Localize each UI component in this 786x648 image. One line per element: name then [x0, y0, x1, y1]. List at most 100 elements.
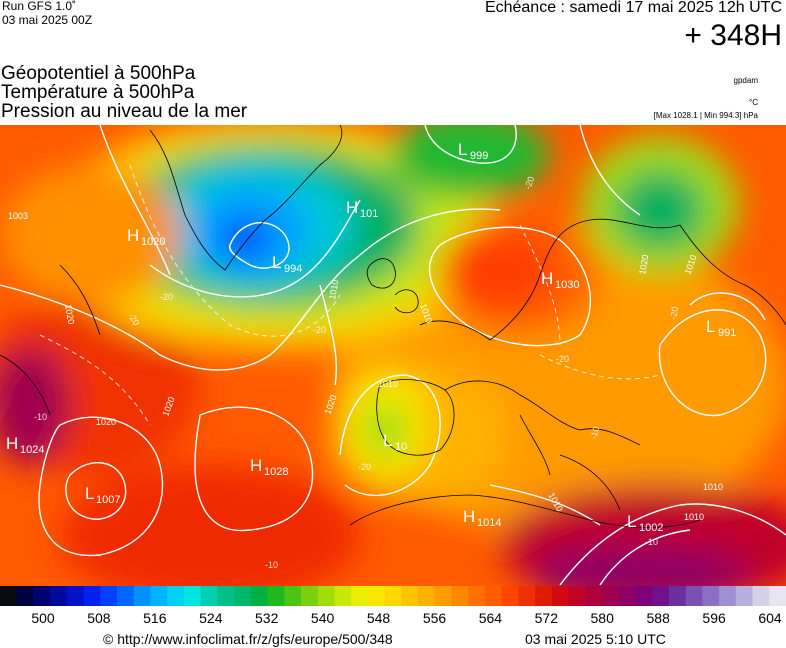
- isobar: [194, 406, 314, 532]
- isobar: [579, 125, 641, 216]
- isobar-label: 1003: [8, 211, 28, 221]
- color-scale-swatch: [284, 586, 302, 606]
- coastline: [59, 264, 101, 336]
- temperature-label: -10: [34, 412, 47, 422]
- svg-text:1014: 1014: [477, 517, 501, 529]
- isobar-label: 1010: [703, 482, 723, 492]
- color-scale-swatch: [351, 586, 369, 606]
- color-scale-swatch: [0, 586, 18, 606]
- color-scale-swatch: [16, 586, 35, 606]
- parameter-geopotential: Géopotentiel à 500hPa: [1, 63, 196, 84]
- unit-geopotential: gpdam: [733, 76, 758, 85]
- isobar: [339, 374, 441, 497]
- svg-text:L: L: [706, 317, 715, 336]
- coastline: [394, 289, 419, 314]
- svg-text:H: H: [6, 434, 18, 453]
- temperature-label: -10: [588, 425, 601, 440]
- pressure-center-high-1024: H 1024: [6, 434, 44, 456]
- run-label: Run GFS 1.0˚: [2, 0, 77, 13]
- svg-text:L: L: [627, 512, 636, 531]
- svg-text:L: L: [458, 140, 467, 159]
- color-scale-swatch: [100, 586, 118, 606]
- color-scale-tick-label: 564: [478, 610, 503, 626]
- pressure-center-low-1007: L 1007: [85, 484, 120, 506]
- pressure-center-high-1028: H 1028: [250, 456, 288, 478]
- color-scale-swatch: [200, 586, 218, 606]
- isobar-label: 1020: [63, 304, 76, 325]
- color-scale: [0, 586, 786, 606]
- temperature-label: -20: [160, 292, 173, 302]
- color-scale-swatch: [66, 586, 85, 606]
- isobar: [65, 461, 127, 520]
- temperature-label: -10: [265, 560, 278, 570]
- isobar: [429, 226, 592, 347]
- color-scale-tick-label: 524: [199, 610, 223, 626]
- coastline: [349, 494, 701, 528]
- svg-text:1007: 1007: [96, 494, 120, 506]
- isobar: [559, 503, 786, 586]
- svg-text:1002: 1002: [639, 522, 663, 534]
- color-scale-swatch: [702, 586, 720, 606]
- temperature-label: -20: [313, 325, 326, 335]
- parameter-temperature: Température à 500hPa: [1, 82, 195, 103]
- color-scale-swatch: [301, 586, 319, 606]
- geopotential-field: [0, 165, 180, 305]
- color-scale-swatch: [719, 586, 737, 606]
- isobar: [38, 416, 164, 557]
- color-scale-swatch: [167, 586, 185, 606]
- color-scale-swatch: [752, 586, 770, 606]
- lead-time: + 348H: [684, 19, 782, 52]
- color-scale-swatch: [150, 586, 168, 606]
- color-scale-tick-label: 572: [534, 610, 558, 626]
- isobar: [489, 484, 601, 526]
- color-scale-swatch: [434, 586, 453, 606]
- color-scale-swatch: [234, 586, 252, 606]
- color-scale-swatch: [133, 586, 152, 606]
- color-scale-swatch: [33, 586, 51, 606]
- color-scale-tick-label: 604: [758, 610, 782, 626]
- color-scale-swatch: [384, 586, 402, 606]
- color-scale-tick-label: 500: [31, 610, 55, 626]
- coastline: [679, 224, 786, 326]
- color-scale-tick-label: 556: [422, 610, 447, 626]
- color-scale-swatch: [652, 586, 670, 606]
- forecast-valid-time: Echéance : samedi 17 mai 2025 12h UTC: [484, 0, 782, 16]
- parameter-pressure: Pression au niveau de la mer: [1, 101, 248, 122]
- geopotential-field: [220, 220, 270, 260]
- color-scale-swatch: [250, 586, 269, 606]
- color-scale-swatch: [769, 586, 786, 606]
- coastline: [366, 258, 396, 289]
- coastline: [149, 125, 343, 271]
- isobar: [689, 292, 766, 321]
- isobar: [319, 284, 338, 386]
- temperature-contours: [39, 164, 661, 426]
- coastline: [519, 414, 551, 476]
- geopotential-field: [530, 545, 750, 586]
- weather-map: H 1024 H 1028 H 1020 H 101 H 1030 H 1014…: [0, 125, 786, 586]
- geopotential-field: [390, 125, 550, 200]
- isobar: [424, 125, 517, 164]
- color-scale-swatch: [484, 586, 503, 606]
- coastlines: [0, 125, 786, 528]
- svg-text:999: 999: [470, 150, 488, 162]
- color-scale-swatch: [535, 586, 553, 606]
- isobars: [0, 125, 786, 586]
- geopotential-field: [363, 402, 407, 458]
- color-scale-swatch: [367, 586, 386, 606]
- color-scale-tick-label: 540: [310, 610, 335, 626]
- color-scale-swatch: [735, 586, 754, 606]
- coastline: [376, 379, 455, 456]
- pressure-center-high-101: H 101: [346, 198, 378, 220]
- color-scale-swatch: [585, 586, 603, 606]
- color-scale-swatch: [334, 586, 352, 606]
- temperature-label: -20: [556, 354, 569, 364]
- copyright-source: © http://www.infoclimat.fr/z/gfs/europe/…: [103, 631, 393, 647]
- pressure-center-low-999: L 999: [458, 140, 488, 162]
- svg-text:H: H: [541, 269, 553, 288]
- color-scale-swatch: [602, 586, 620, 606]
- svg-text:1024: 1024: [20, 444, 44, 456]
- isobar-label: 1010: [684, 512, 704, 522]
- temperature-label: -20: [358, 462, 371, 472]
- pressure-center-low-1002: L 1002: [627, 512, 663, 534]
- temperature-contour: [539, 354, 661, 380]
